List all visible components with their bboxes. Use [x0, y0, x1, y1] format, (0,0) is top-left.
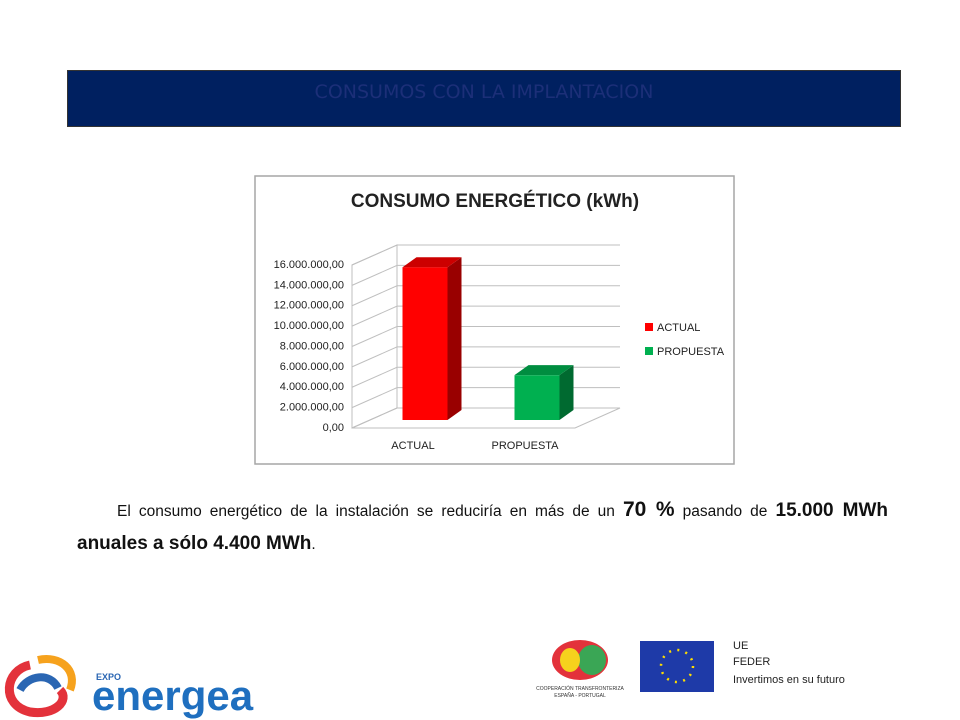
legend-swatch	[645, 347, 653, 355]
logo-shape	[560, 648, 580, 672]
paragraph-highlight: 70 %	[622, 498, 675, 521]
eu-text: UE	[733, 640, 749, 652]
grid-line	[351, 285, 620, 307]
coop-logo: COOPERACIÓN TRANSFRONTERIZA ESPAÑA - POR…	[536, 640, 625, 699]
logo-shape	[578, 645, 606, 675]
x-tick-label: ACTUAL	[391, 440, 434, 452]
grid-line	[351, 264, 620, 286]
flag-stars	[659, 648, 695, 684]
logo-small-text: EXPO	[96, 672, 121, 682]
eu-text: FEDER	[733, 656, 771, 668]
floor	[351, 407, 621, 429]
y-tick-label: 14.000.000,00	[274, 279, 344, 291]
bar-top	[402, 257, 462, 268]
bar-top	[514, 365, 574, 376]
legend-label: ACTUAL	[657, 322, 700, 334]
bar-front	[514, 375, 560, 420]
y-tick-label: 2.000.000,00	[280, 402, 344, 414]
paragraph-text: pasando de	[682, 503, 768, 520]
flag	[640, 641, 714, 692]
y-tick-label: 12.000.000,00	[274, 300, 344, 312]
eu-text: Invertimos en su futuro	[733, 674, 845, 686]
y-tick-label: 6.000.000,00	[280, 361, 344, 373]
header-title: CONSUMOS CON LA IMPLANTACION	[67, 70, 901, 127]
paragraph: El consumo energético de la instalación …	[77, 494, 888, 561]
y-tick-label: 8.000.000,00	[280, 340, 344, 352]
grid-line	[351, 326, 620, 347]
coop-text: ESPAÑA - PORTUGAL	[554, 692, 606, 699]
x-tick-label: PROPUESTA	[491, 440, 559, 452]
y-tick-label: 10.000.000,00	[274, 320, 344, 332]
logo-swirl	[16, 673, 62, 693]
plot: 0,00 2.000.000,00 4.000.000,00 6.000.000,00…	[274, 244, 725, 452]
paragraph-text: El consumo energético de la instalación …	[117, 503, 615, 520]
bar-side	[559, 365, 574, 420]
y-tick-label: 16.000.000,00	[274, 259, 344, 271]
chart-title: CONSUMO ENERGÉTICO (kWh)	[351, 190, 639, 212]
legend-label: PROPUESTA	[657, 346, 725, 358]
paragraph-highlight: 15.000 MWh anuales a sólo 4.400 MWh	[77, 500, 889, 554]
grid-line	[351, 305, 620, 327]
grid-line	[351, 244, 620, 266]
eu-flag	[640, 641, 714, 692]
grid-line	[351, 346, 620, 368]
paragraph-text: .	[311, 536, 316, 553]
logo-text: energea	[92, 672, 254, 719]
y-tick-label: 0,00	[323, 422, 344, 434]
y-tick-label: 4.000.000,00	[280, 381, 344, 393]
logo-swirl	[37, 655, 76, 692]
bar-side	[447, 257, 462, 420]
energea-logo: EXPO energea	[4, 655, 254, 719]
legend-swatch	[645, 323, 653, 331]
bar-front	[402, 267, 448, 420]
coop-text: COOPERACIÓN TRANSFRONTERIZA	[536, 685, 624, 692]
logo-swirl	[4, 660, 68, 718]
